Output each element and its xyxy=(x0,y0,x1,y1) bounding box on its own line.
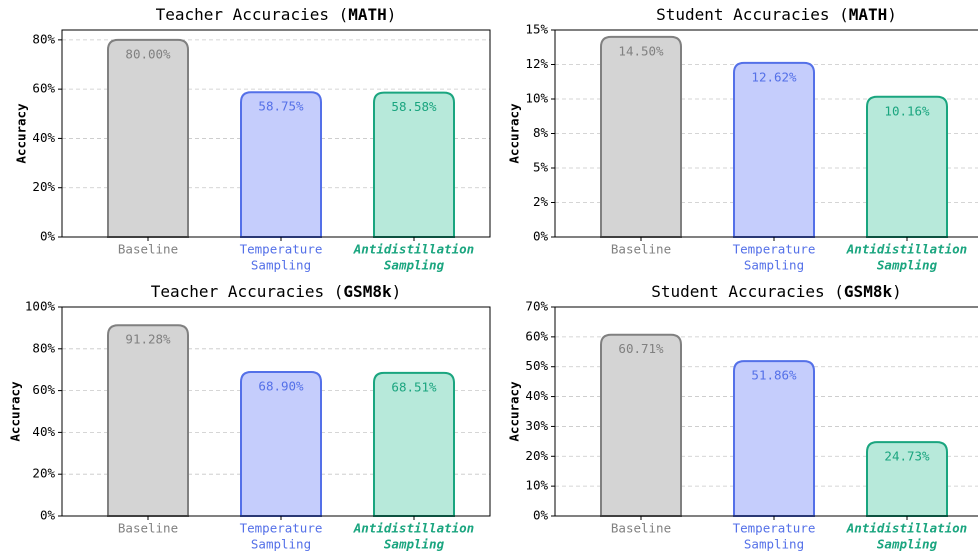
bar xyxy=(866,95,948,238)
bar xyxy=(733,360,815,517)
y-tick-label: 0% xyxy=(40,508,56,523)
y-tick-label: 2% xyxy=(533,194,549,209)
title-part: Teacher Accuracies ( xyxy=(151,282,344,301)
y-tick-label: 40% xyxy=(32,424,55,439)
x-tick-label: Sampling xyxy=(744,258,804,273)
y-tick-label: 20% xyxy=(32,466,55,481)
value-label: 68.90% xyxy=(258,378,304,393)
value-label: 58.75% xyxy=(258,99,304,114)
bar xyxy=(373,91,455,238)
title-part: ) xyxy=(392,282,402,301)
value-label: 91.28% xyxy=(125,332,171,347)
y-tick-label: 0% xyxy=(533,508,549,523)
x-tick-label: Antidistillation xyxy=(846,242,967,257)
bar xyxy=(866,441,948,517)
value-label: 60.71% xyxy=(618,341,664,356)
y-tick-label: 10% xyxy=(525,478,548,493)
plot-frame xyxy=(554,306,978,517)
title-part: ) xyxy=(387,5,397,24)
value-label: 10.16% xyxy=(884,103,930,118)
title-part: GSM8k xyxy=(343,282,392,301)
plot-frame xyxy=(554,29,978,238)
x-tick-label: Temperature xyxy=(733,242,816,257)
x-tick-label: Sampling xyxy=(877,537,938,552)
y-tick-label: 70% xyxy=(525,299,548,314)
y-axis-label: Accuracy xyxy=(14,103,29,164)
x-tick-label: Sampling xyxy=(384,537,445,552)
value-label: 12.62% xyxy=(751,69,797,84)
y-tick-label: 20% xyxy=(32,179,55,194)
subplot: 0% 2% 5% 8% 10% 12% 15% 14.50% Baseline 12.62% Tem… xyxy=(507,5,978,273)
y-tick-label: 60% xyxy=(32,81,55,96)
bar xyxy=(600,35,682,238)
x-tick-label: Baseline xyxy=(611,521,671,536)
bar xyxy=(107,38,189,238)
value-label: 14.50% xyxy=(618,43,664,58)
y-tick-label: 0% xyxy=(533,229,549,244)
bar xyxy=(600,333,682,517)
y-tick-label: 15% xyxy=(525,22,548,37)
chart-title: Teacher Accuracies (MATH) xyxy=(156,5,397,24)
title-part: ) xyxy=(887,5,897,24)
y-tick-label: 0% xyxy=(40,229,56,244)
y-tick-label: 12% xyxy=(525,56,548,71)
title-part: MATH xyxy=(348,5,387,24)
x-tick-label: Antidistillation xyxy=(353,242,474,257)
x-tick-label: Temperature xyxy=(240,521,323,536)
x-tick-label: Sampling xyxy=(877,258,938,273)
value-label: 51.86% xyxy=(751,368,797,383)
bar xyxy=(107,324,189,517)
value-label: 68.51% xyxy=(391,379,437,394)
y-tick-label: 5% xyxy=(533,160,549,175)
value-label: 58.58% xyxy=(391,99,437,114)
bar xyxy=(373,371,455,517)
title-part: Student Accuracies ( xyxy=(656,5,849,24)
bar xyxy=(240,91,322,238)
y-axis-label: Accuracy xyxy=(507,103,522,164)
y-tick-label: 100% xyxy=(25,299,56,314)
bar xyxy=(733,61,815,238)
title-part: Teacher Accuracies ( xyxy=(156,5,349,24)
y-tick-label: 20% xyxy=(525,448,548,463)
y-tick-label: 40% xyxy=(32,130,55,145)
x-tick-label: Sampling xyxy=(384,258,445,273)
y-tick-label: 80% xyxy=(32,340,55,355)
bar xyxy=(240,370,322,517)
subplot: 0% 20% 40% 60% 80% 100% 91.28% Baseline 68.90% Te… xyxy=(8,282,491,552)
y-axis-label: Accuracy xyxy=(8,381,23,442)
title-part: Student Accuracies ( xyxy=(651,282,844,301)
chart-title: Student Accuracies (MATH) xyxy=(656,5,897,24)
x-tick-label: Antidistillation xyxy=(846,521,967,536)
y-tick-label: 30% xyxy=(525,418,548,433)
y-tick-label: 50% xyxy=(525,358,548,373)
plot-frame xyxy=(61,306,491,517)
y-tick-label: 60% xyxy=(32,382,55,397)
x-tick-label: Baseline xyxy=(118,242,178,257)
subplot: 0% 10% 20% 30% 40% 50% 60% 70% 60.71% Baseline 51.… xyxy=(507,282,978,552)
y-tick-label: 60% xyxy=(525,328,548,343)
y-tick-label: 10% xyxy=(525,91,548,106)
title-part: MATH xyxy=(849,5,888,24)
x-tick-label: Baseline xyxy=(118,521,178,536)
value-label: 24.73% xyxy=(884,449,930,464)
x-tick-label: Sampling xyxy=(744,537,804,552)
x-tick-label: Temperature xyxy=(733,521,816,536)
title-part: GSM8k xyxy=(844,282,893,301)
y-tick-label: 8% xyxy=(533,125,549,140)
subplot: 0% 20% 40% 60% 80% 80.00% Baseline 58.75% Temper… xyxy=(14,5,491,273)
plot-frame xyxy=(61,29,491,238)
value-label: 80.00% xyxy=(125,46,171,61)
x-tick-label: Sampling xyxy=(251,258,311,273)
title-part: ) xyxy=(892,282,902,301)
x-tick-label: Antidistillation xyxy=(353,521,474,536)
chart-title: Student Accuracies (GSM8k) xyxy=(651,282,901,301)
x-tick-label: Temperature xyxy=(240,242,323,257)
chart-title: Teacher Accuracies (GSM8k) xyxy=(151,282,401,301)
y-tick-label: 80% xyxy=(32,31,55,46)
x-tick-label: Sampling xyxy=(251,537,311,552)
x-tick-label: Baseline xyxy=(611,242,671,257)
y-tick-label: 40% xyxy=(525,388,548,403)
y-axis-label: Accuracy xyxy=(507,381,522,442)
